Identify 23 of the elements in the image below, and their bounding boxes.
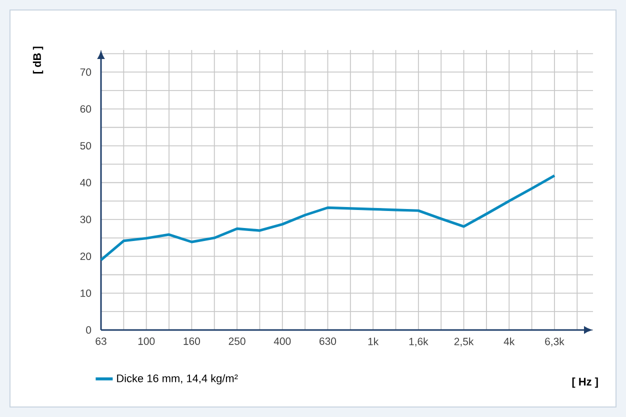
x-tick-label: 250 [228,338,246,345]
y-tick-label: 20 [80,252,92,260]
x-tick-label: 160 [184,338,200,345]
y-tick-label: 50 [80,142,92,150]
x-axis-title: [ Hz ] [572,378,598,388]
x-tick-label: 1k [368,338,379,346]
y-tick-label: 60 [80,105,92,113]
y-tick-label: 10 [80,289,92,297]
x-tick-label: 2,5k [454,338,474,346]
y-tick-label: 40 [80,178,92,186]
y-tick-label: 30 [80,216,92,224]
y-tick-label: 0 [86,326,92,334]
x-tick-label: 100 [138,338,155,345]
y-axis-title: [ dB ] [32,46,44,74]
x-tick-label: 63 [96,338,106,345]
line-series [100,174,556,262]
y-tick-label: 70 [80,68,92,76]
legend-label: Dicke 16 mm, 14,4 kg/m² [117,374,238,384]
x-tick-label: 6,3k [545,338,564,346]
x-tick-label: 4k [504,338,515,346]
x-tick-label: 630 [320,338,336,345]
x-tick-label: 1,6k [409,338,428,346]
x-tick-label: 400 [274,338,291,345]
